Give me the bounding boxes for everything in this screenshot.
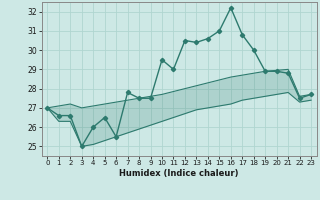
X-axis label: Humidex (Indice chaleur): Humidex (Indice chaleur) xyxy=(119,169,239,178)
